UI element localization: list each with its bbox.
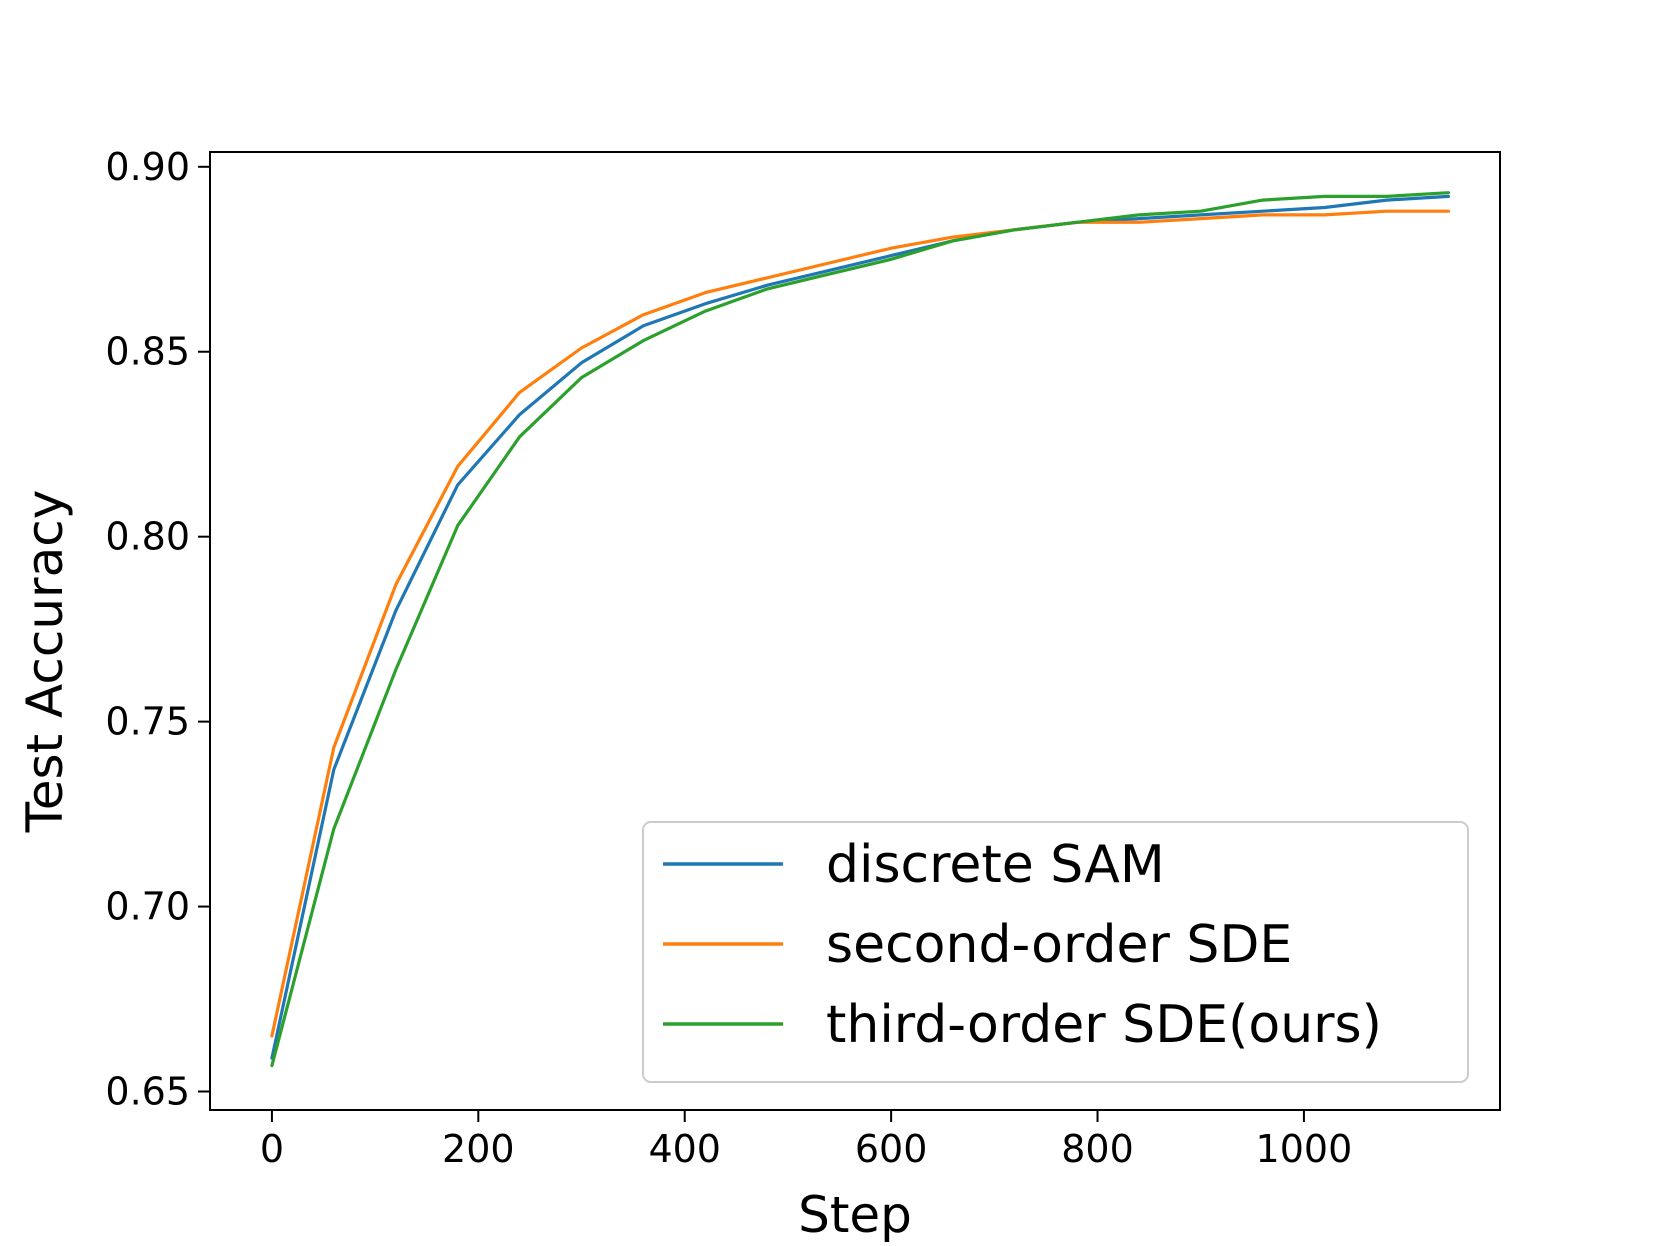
y-tick-label: 0.75 xyxy=(105,700,190,744)
y-tick-label: 0.70 xyxy=(105,885,190,929)
plot-frame xyxy=(209,151,1501,1111)
plot-area xyxy=(209,151,1501,1111)
x-tick-label: 800 xyxy=(1061,1127,1134,1171)
legend-label: third-order SDE(ours) xyxy=(826,995,1382,1055)
y-tick-label: 0.90 xyxy=(105,145,190,189)
x-tick-label: 600 xyxy=(855,1127,928,1171)
legend-label: second-order SDE xyxy=(826,915,1292,975)
legend: discrete SAM second-order SDE third-order … xyxy=(642,821,1469,1083)
x-tick-label: 400 xyxy=(648,1127,721,1171)
x-tick-label: 200 xyxy=(442,1127,515,1171)
series-line-2 xyxy=(270,209,1451,1038)
y-tick-label: 0.85 xyxy=(105,330,190,374)
legend-box xyxy=(642,821,1469,1083)
y-axis-title: Test Accuracy xyxy=(16,490,74,834)
y-tick-label: 0.80 xyxy=(105,515,190,559)
series-lines xyxy=(270,191,1451,1068)
legend-label: discrete SAM xyxy=(826,835,1165,895)
series-line-3 xyxy=(270,191,1451,1068)
series-line-1 xyxy=(270,194,1451,1060)
y-axis: 0.65 0.70 0.75 0.80 0.85 0.90 xyxy=(105,145,210,1114)
x-axis-title: Step xyxy=(798,1186,912,1242)
x-tick-label: 1000 xyxy=(1256,1127,1353,1171)
x-tick-label: 0 xyxy=(260,1127,284,1171)
x-axis: 0 200 400 600 800 1000 xyxy=(260,1110,1352,1171)
y-tick-label: 0.65 xyxy=(105,1070,190,1114)
